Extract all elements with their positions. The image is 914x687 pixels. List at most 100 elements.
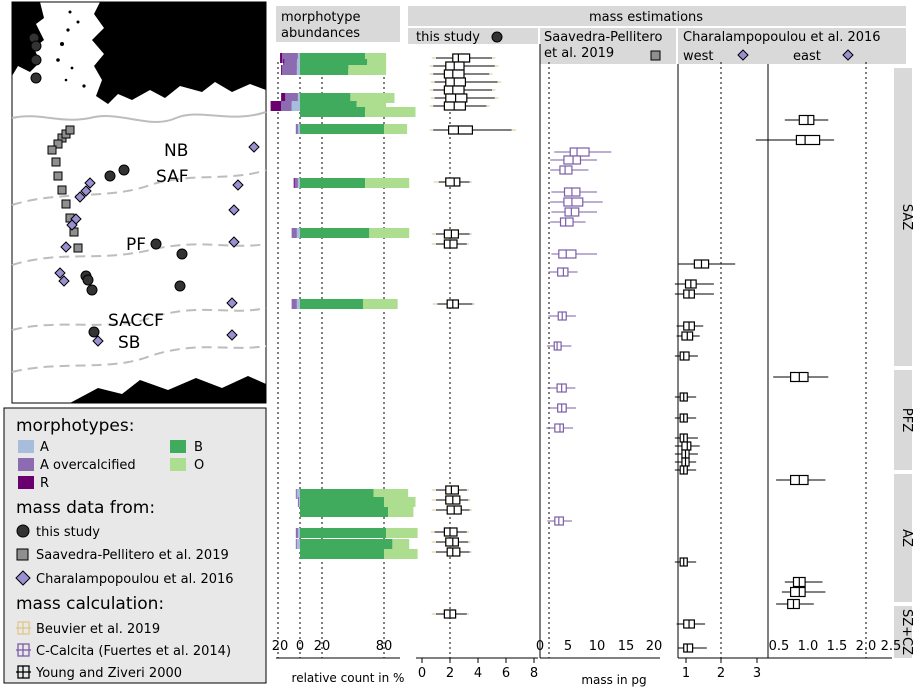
xlabel-mass: mass in pg xyxy=(581,673,646,687)
tick-ts-6: 6 xyxy=(502,666,510,681)
bar-4-R xyxy=(270,101,282,111)
east-box-5 xyxy=(781,586,826,598)
tick-sv-10: 10 xyxy=(589,639,606,654)
bar-9-A xyxy=(296,299,300,309)
legend-box-icon-young xyxy=(16,665,31,679)
bar-11-B xyxy=(300,497,384,507)
legend-box-icon-beuvier xyxy=(16,621,31,635)
legend-morphotypes-title: morphotypes: xyxy=(16,416,134,436)
bar-5-B xyxy=(300,107,366,117)
west-box-4 xyxy=(676,331,700,341)
tick-abund-20: 20 xyxy=(314,639,331,654)
tick-w-1: 1 xyxy=(682,666,690,681)
sv-box-0-box xyxy=(569,147,590,157)
ts-box-young-5-box xyxy=(445,93,468,103)
bar-10-B xyxy=(300,489,374,499)
header-charalampopoulou: Charalampopoulou et al. 2016 xyxy=(683,30,881,45)
bar-13-B xyxy=(300,528,387,538)
panel-frames xyxy=(276,44,892,659)
bar-6-A xyxy=(297,124,300,134)
bar-10-A xyxy=(296,489,300,499)
legend-morph-o: O xyxy=(194,458,204,473)
sv-box-9 xyxy=(548,311,576,321)
sv-box-2-box xyxy=(559,165,573,175)
ts-box-young-12 xyxy=(436,485,467,495)
tick-w-2: 2 xyxy=(717,666,725,681)
header-east-diamond-icon xyxy=(842,49,854,61)
bar-7-Aoc xyxy=(294,178,298,188)
legend-mass-data-this-study: this study xyxy=(36,525,100,540)
tick-w-3: 3 xyxy=(753,666,761,681)
east-box-1-box xyxy=(795,134,821,146)
ts-box-young-2-box xyxy=(443,69,465,79)
bar-7-R xyxy=(293,178,295,188)
bar-1-B xyxy=(300,59,368,69)
sv-box-7 xyxy=(551,249,597,259)
bar-8-A xyxy=(296,228,300,238)
sv-box-2 xyxy=(550,165,589,175)
legend: morphotypes: A A overcalcified R B O mas… xyxy=(3,407,267,684)
bar-0-Aoc xyxy=(282,53,298,63)
ts-box-young-14 xyxy=(436,505,470,515)
tick-abund-0: 0 xyxy=(296,639,304,654)
tick-ts-2: 2 xyxy=(446,666,454,681)
tick-ts-8: 8 xyxy=(530,666,538,681)
legend-calc-young: Young and Ziveri 2000 xyxy=(35,666,182,681)
stations-this-study xyxy=(28,32,188,338)
bar-8-Aoc xyxy=(291,228,297,238)
header-west-diamond-icon xyxy=(737,49,749,61)
tick-sv-5: 5 xyxy=(564,639,572,654)
xlabel-abundance: relative count in % xyxy=(292,671,405,685)
header-saavedra-line2: et al. 2019 xyxy=(544,46,614,61)
header-east: east xyxy=(793,49,821,64)
ts-box-young-1-box xyxy=(445,61,465,71)
sv-box-10 xyxy=(546,341,572,351)
legend-calc-title: mass calculation: xyxy=(16,594,164,614)
abundance-bars xyxy=(270,53,418,559)
tick-sv-0: 0 xyxy=(536,639,544,654)
ts-box-young-10 xyxy=(436,239,467,249)
zone-saz: SAZ xyxy=(899,204,914,230)
bar-4-O xyxy=(356,101,387,111)
header-saavedra-line1: Saavedra-Pellitero xyxy=(544,30,662,45)
ts-box-young-5 xyxy=(434,93,495,103)
west-box-6 xyxy=(674,392,697,402)
ts-box-young-4 xyxy=(433,85,492,95)
bar-7-A xyxy=(297,178,300,188)
legend-calc-ccalcita: C-Calcita (Fuertes et al. 2014) xyxy=(36,644,231,659)
east-box-0-box xyxy=(798,114,815,126)
ts-box-young-18 xyxy=(436,609,467,619)
swatch-aoc xyxy=(18,458,34,471)
boxplots-this-study xyxy=(429,53,517,619)
bar-13-Aoc xyxy=(295,528,298,538)
sv-box-4 xyxy=(550,197,603,207)
swatch-b xyxy=(170,440,186,453)
east-box-0 xyxy=(784,114,829,126)
map-label-sb: SB xyxy=(118,333,140,353)
header-morphotype: morphotype abundances xyxy=(281,10,365,41)
west-box-5-box xyxy=(679,351,690,361)
boxplots-east xyxy=(755,114,835,610)
legend-morph-aoc: A overcalcified xyxy=(40,458,136,473)
east-box-2 xyxy=(773,371,829,383)
bar-13-A xyxy=(297,528,300,538)
land-south-america xyxy=(92,2,266,104)
west-box-1 xyxy=(674,279,714,289)
sv-box-12 xyxy=(547,403,576,413)
bar-2-B xyxy=(300,65,349,75)
bar-12-O xyxy=(388,507,414,517)
ts-box-young-7 xyxy=(433,125,512,135)
west-box-14 xyxy=(676,619,706,629)
tick-ts-4: 4 xyxy=(474,666,482,681)
swatch-o xyxy=(170,458,186,471)
tick-ts-0: 0 xyxy=(418,666,426,681)
tick-e-05: 0.5 xyxy=(769,639,790,654)
header-saavedra-square-icon xyxy=(650,50,661,61)
bar-11-Aoc xyxy=(297,497,299,507)
land-antarctica xyxy=(70,376,266,403)
ticks-west xyxy=(685,658,758,663)
ts-box-young-12-box xyxy=(445,485,459,495)
bar-0-A xyxy=(297,53,300,63)
east-box-5-box xyxy=(789,586,806,598)
bar-9-O xyxy=(363,299,398,309)
